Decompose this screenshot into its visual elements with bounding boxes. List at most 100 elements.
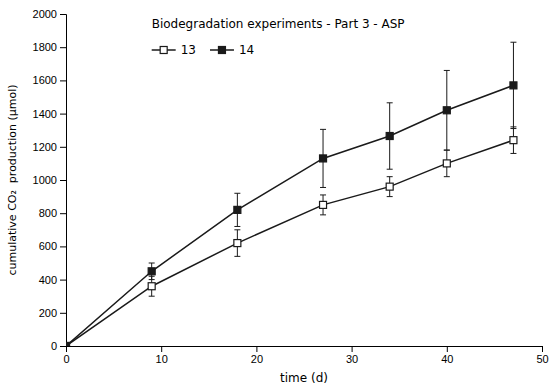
error-bar-cap (387, 176, 393, 177)
error-bar (320, 129, 326, 187)
tick-label: 1000 (33, 174, 57, 186)
error-bar (149, 263, 155, 280)
tick: 0 (63, 346, 69, 365)
tick-label: 0 (63, 353, 69, 365)
tick: 1600 (33, 74, 66, 86)
tick-label: 1400 (33, 108, 57, 120)
marker (386, 133, 393, 140)
marker (148, 268, 155, 275)
tick-label: 20 (251, 353, 263, 365)
marker (66, 343, 70, 347)
tick-label: 10 (156, 353, 168, 365)
tick-mark (161, 346, 162, 352)
tick: 200 (39, 307, 66, 319)
tick: 30 (346, 346, 358, 365)
series (66, 127, 517, 346)
tick-label: 30 (346, 353, 358, 365)
error-bar-cap (320, 214, 326, 215)
error-bar-cap (149, 279, 155, 280)
tick-mark (60, 280, 66, 281)
tick-mark (542, 346, 543, 352)
legend-marker (160, 47, 167, 54)
x-axis: 0 10 20 30 40 50 (63, 346, 548, 365)
tick-mark (60, 80, 66, 81)
tick: 1000 (33, 174, 66, 186)
tick: 0 (51, 340, 66, 352)
error-bar-cap (320, 129, 326, 130)
tick-mark (60, 346, 66, 347)
tick-label: 50 (536, 353, 548, 365)
tick: 1200 (33, 141, 66, 153)
marker (510, 137, 517, 144)
error-bar-cap (234, 229, 240, 230)
error-bar (444, 70, 450, 150)
marker (320, 201, 327, 208)
marker (148, 283, 155, 290)
error-bar-cap (444, 70, 450, 71)
tick-mark (60, 14, 66, 15)
legend-label: 13 (181, 43, 196, 57)
error-bar (387, 103, 393, 169)
marker (510, 82, 517, 89)
line (66, 140, 513, 346)
legend-item: 13 (152, 43, 196, 57)
error-bar-cap (387, 196, 393, 197)
marker (66, 343, 70, 347)
error-bar-cap (444, 150, 450, 151)
x-axis-title: time (d) (280, 371, 328, 385)
tick-mark (60, 114, 66, 115)
error-bar (234, 230, 240, 257)
tick-mark (447, 346, 448, 352)
chart: 0 10 20 30 40 50 0 200 400 600 800 1000 1200 1400 1600… (0, 0, 558, 390)
tick-label: 1600 (33, 74, 57, 86)
tick-label: 200 (39, 307, 57, 319)
error-bar-cap (320, 194, 326, 195)
tick-mark (60, 213, 66, 214)
error-bar-cap (510, 153, 516, 154)
error-bar-cap (387, 102, 393, 103)
error-bar-cap (444, 176, 450, 177)
axis-line (60, 15, 67, 347)
tick-label: 400 (39, 274, 57, 286)
marker (234, 240, 241, 247)
tick-mark (60, 147, 66, 148)
error-bar-cap (444, 150, 450, 151)
tick: 40 (441, 346, 453, 365)
marker (443, 160, 450, 167)
tick-label: 0 (51, 340, 57, 352)
error-bar (510, 42, 516, 128)
legend-item: 14 (210, 43, 254, 57)
tick: 600 (39, 240, 66, 252)
tick: 2000 (33, 8, 66, 20)
marks (66, 42, 517, 346)
plot: 0 10 20 30 40 50 0 200 400 600 800 1000 1200 1400 1600… (33, 8, 549, 365)
error-bar-cap (149, 263, 155, 264)
error-bar-cap (234, 193, 240, 194)
marker (386, 183, 393, 190)
legend-marker (218, 47, 225, 54)
title: Biodegradation experiments - Part 3 - AS… (152, 17, 405, 31)
legend-label: 14 (239, 43, 254, 57)
tick-label: 800 (39, 207, 57, 219)
error-bar-cap (320, 187, 326, 188)
tick: 1800 (33, 41, 66, 53)
tick-label: 600 (39, 240, 57, 252)
tick-label: 2000 (33, 8, 57, 20)
tick-label: 40 (441, 353, 453, 365)
error-bar-cap (387, 169, 393, 170)
tick-mark (60, 313, 66, 314)
legend: 13 14 (152, 43, 255, 57)
axis-line (67, 347, 543, 353)
tick-mark (352, 346, 353, 352)
marker (443, 107, 450, 114)
error-bar-cap (234, 256, 240, 257)
error-bar (234, 193, 240, 226)
marker (320, 155, 327, 162)
tick: 10 (156, 346, 168, 365)
tick-mark (256, 346, 257, 352)
tick: 800 (39, 207, 66, 219)
error-bar (444, 150, 450, 177)
error-bar-cap (149, 296, 155, 297)
tick: 20 (251, 346, 263, 365)
error-bar-cap (510, 128, 516, 129)
